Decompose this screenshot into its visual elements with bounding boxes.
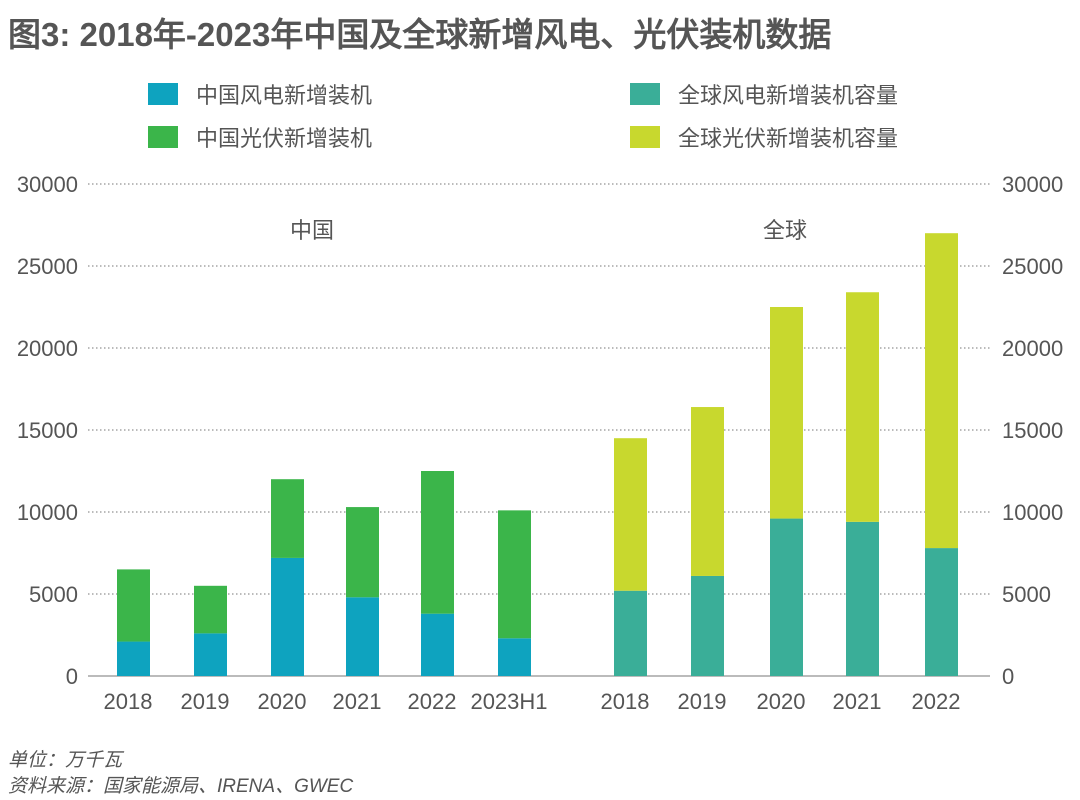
x-tick-label: 2018 [601, 689, 650, 714]
y-tick-label-left: 0 [66, 664, 78, 689]
bar-segment [691, 575, 724, 676]
y-tick-label-right: 25000 [1002, 254, 1063, 279]
y-tick-label-right: 10000 [1002, 500, 1063, 525]
bar-segment [614, 590, 647, 676]
y-tick-label-right: 15000 [1002, 418, 1063, 443]
bar-segment [271, 479, 304, 558]
bar-segment [498, 510, 531, 639]
legend-item: 中国光伏新增装机 [148, 121, 372, 153]
legend-swatch [148, 83, 178, 105]
legend-label: 全球风电新增装机容量 [678, 83, 899, 108]
legend-swatch [630, 126, 660, 148]
bar-segment [346, 507, 379, 598]
x-tick-label: 2020 [258, 689, 307, 714]
bar-segment [770, 518, 803, 676]
y-tick-label-left: 20000 [17, 336, 78, 361]
y-tick-label-right: 20000 [1002, 336, 1063, 361]
bar-segment [271, 557, 304, 676]
legend-label: 全球光伏新增装机容量 [678, 126, 899, 151]
x-tick-label: 2019 [678, 689, 727, 714]
legend-swatch [148, 126, 178, 148]
legend-item: 全球风电新增装机容量 [630, 78, 898, 110]
bar-segment [346, 597, 379, 676]
legend-item: 全球光伏新增装机容量 [630, 121, 898, 153]
bar-segment [194, 585, 227, 634]
bar-segment [117, 569, 150, 642]
unit-note: 单位：万千瓦 [8, 750, 123, 771]
x-tick-label: 2022 [408, 689, 457, 714]
bar-segment [498, 638, 531, 676]
y-tick-label-right: 0 [1002, 664, 1014, 689]
y-tick-label-left: 30000 [17, 172, 78, 197]
chart-title: 图3: 2018年-2023年中国及全球新增风电、光伏装机数据 [8, 16, 832, 53]
x-tick-label: 2023H1 [470, 689, 547, 714]
y-tick-label-left: 25000 [17, 254, 78, 279]
y-tick-label-left: 15000 [17, 418, 78, 443]
x-tick-label: 2021 [833, 689, 882, 714]
bar-segment [421, 471, 454, 614]
legend-item: 中国风电新增装机 [148, 78, 372, 110]
group-label: 中国 [290, 218, 334, 243]
y-tick-label-left: 10000 [17, 500, 78, 525]
y-tick-label-right: 5000 [1002, 582, 1051, 607]
bar-segment [194, 633, 227, 676]
y-tick-label-left: 5000 [29, 582, 78, 607]
x-tick-label: 2022 [912, 689, 961, 714]
bar-segment [614, 438, 647, 591]
x-tick-label: 2019 [181, 689, 230, 714]
bar-segment [925, 233, 958, 549]
bar-segment [117, 641, 150, 676]
bar-segment [925, 548, 958, 676]
bar-segment [421, 613, 454, 676]
bar-segment [846, 292, 879, 522]
source-note: 资料来源：国家能源局、IRENA、GWEC [8, 776, 354, 797]
y-tick-label-right: 30000 [1002, 172, 1063, 197]
legend-label: 中国光伏新增装机 [196, 126, 373, 151]
legend-label: 中国风电新增装机 [196, 83, 373, 108]
legend-swatch [630, 83, 660, 105]
bar-segment [691, 407, 724, 576]
bar-segment [846, 521, 879, 676]
x-tick-label: 2021 [333, 689, 382, 714]
x-tick-label: 2018 [104, 689, 153, 714]
x-tick-label: 2020 [757, 689, 806, 714]
bar-segment [770, 307, 803, 519]
group-label: 全球 [763, 218, 807, 243]
